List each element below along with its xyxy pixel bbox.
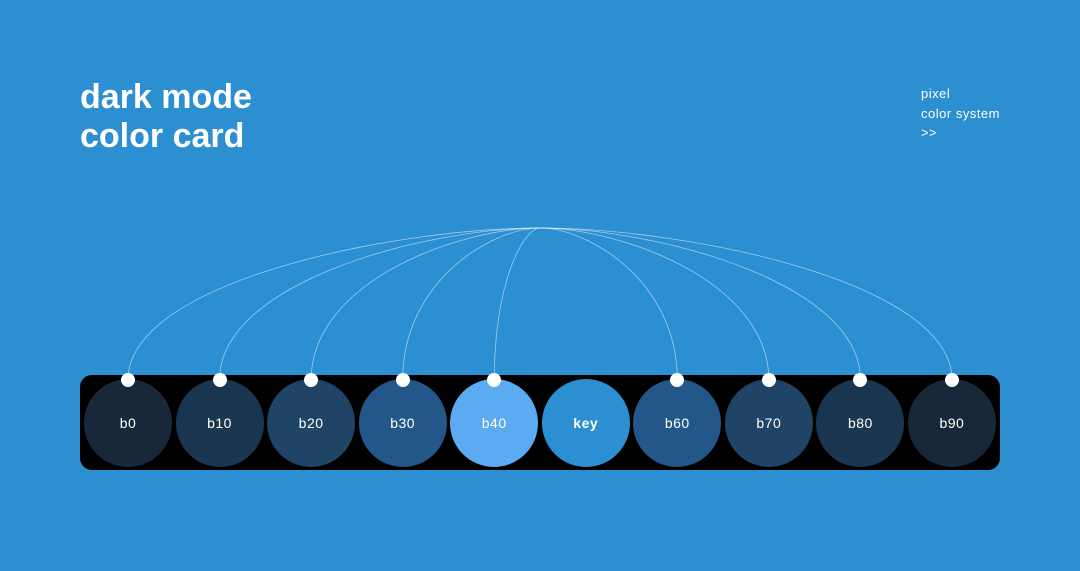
connector-dot [304, 373, 318, 387]
swatch-b70: b70 [725, 379, 813, 467]
connector-arc [220, 228, 540, 380]
swatch-b40: b40 [450, 379, 538, 467]
swatch-label: b10 [207, 415, 232, 431]
swatch-b60: b60 [633, 379, 721, 467]
swatch-b80: b80 [816, 379, 904, 467]
connector-arc [540, 228, 769, 380]
swatch-label: b30 [390, 415, 415, 431]
swatch-key: key [542, 379, 630, 467]
swatch-label: b60 [665, 415, 690, 431]
connector-dot [487, 373, 501, 387]
swatch-label: b70 [756, 415, 781, 431]
connector-dot [853, 373, 867, 387]
swatch-b0: b0 [84, 379, 172, 467]
connector-arc [494, 228, 540, 380]
title-line-1: dark mode [80, 78, 252, 117]
subtitle-line-3: >> [921, 123, 1000, 143]
connector-dot [670, 373, 684, 387]
connector-arc [540, 228, 677, 380]
connector-arc [128, 228, 540, 380]
page-title: dark mode color card [80, 78, 252, 156]
subtitle-block: pixel color system >> [921, 84, 1000, 143]
swatch-b30: b30 [359, 379, 447, 467]
swatch-label: b80 [848, 415, 873, 431]
connector-arc [540, 228, 952, 380]
swatch-label: b90 [939, 415, 964, 431]
swatch-card: b0 b10 b20 b30 b40 key b60 b70 b80 b90 [80, 375, 1000, 470]
connector-dot [213, 373, 227, 387]
connector-dot [121, 373, 135, 387]
swatch-b90: b90 [908, 379, 996, 467]
title-line-2: color card [80, 117, 252, 156]
connector-dot [762, 373, 776, 387]
swatch-b20: b20 [267, 379, 355, 467]
swatch-label: key [573, 415, 598, 431]
subtitle-line-1: pixel [921, 84, 1000, 104]
swatch-label: b40 [482, 415, 507, 431]
connector-arc [403, 228, 540, 380]
connector-dot [396, 373, 410, 387]
subtitle-line-2: color system [921, 104, 1000, 124]
connector-dot [945, 373, 959, 387]
swatch-label: b20 [299, 415, 324, 431]
swatch-label: b0 [120, 415, 137, 431]
connector-arc [540, 228, 860, 380]
swatch-b10: b10 [176, 379, 264, 467]
connector-arc [311, 228, 540, 380]
